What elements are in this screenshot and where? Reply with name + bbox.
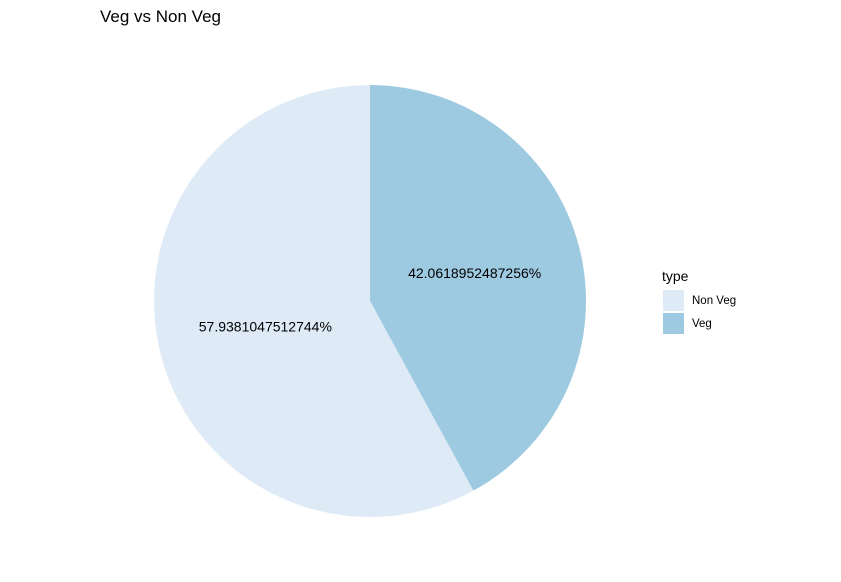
slice-label-non-veg: 57.9381047512744% [199,318,332,334]
legend-label-veg: Veg [692,318,712,330]
legend-swatch-non-veg [663,290,684,311]
pie-slice-non-veg [154,84,474,517]
pie-slice-veg [370,85,586,491]
chart-title: Veg vs Non Veg [100,7,221,26]
pie: 42.0618952487256% 57.9381047512744% [154,84,586,517]
legend-title: type [662,268,689,284]
legend-label-non-veg: Non Veg [692,295,736,307]
slice-label-veg: 42.0618952487256% [408,265,541,281]
legend: type Non Veg Veg [662,268,736,334]
legend-swatch-veg [663,313,684,334]
